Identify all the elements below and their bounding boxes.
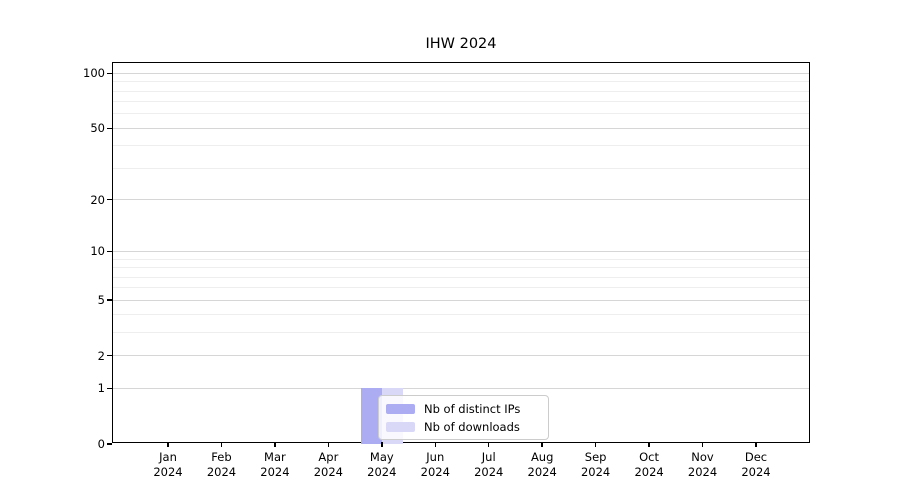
- x-tick-label: Feb 2024: [206, 450, 237, 479]
- x-tick-label: Jun 2024: [420, 450, 450, 479]
- y-tick: [107, 299, 112, 301]
- gridline-minor: [113, 167, 809, 169]
- x-tick: [541, 442, 543, 447]
- gridline-major: [113, 199, 809, 201]
- gridline-minor: [113, 113, 809, 115]
- gridline-minor: [113, 267, 809, 269]
- x-tick: [167, 442, 169, 447]
- gridline-major: [113, 127, 809, 129]
- gridline-minor: [113, 287, 809, 289]
- y-tick: [107, 250, 112, 253]
- legend-label-distinct-ips: Nb of distinct IPs: [424, 401, 521, 416]
- y-tick: [107, 72, 112, 75]
- y-tick-label: 1: [97, 381, 105, 396]
- bar-nb-of-distinct-ips: [360, 388, 382, 444]
- x-tick: [274, 442, 276, 447]
- gridline-major: [113, 72, 809, 74]
- x-tick-label: Jul 2024: [474, 450, 504, 479]
- legend-label-downloads: Nb of downloads: [424, 419, 520, 434]
- x-tick: [701, 442, 704, 447]
- x-tick: [488, 442, 490, 447]
- gridline-major: [113, 355, 809, 357]
- y-tick: [107, 198, 112, 201]
- gridline-minor: [113, 314, 809, 316]
- x-tick-label: Dec 2024: [741, 450, 771, 479]
- y-tick-label: 20: [90, 192, 105, 207]
- plot-area: 0 1 2 5 10 20 50 100 Jan 2024 Feb 2024 Mar 2024 Apr 20…: [83, 62, 810, 479]
- gridline-major: [113, 250, 809, 252]
- x-tick: [755, 442, 757, 447]
- legend-swatch-distinct-ips: [386, 403, 415, 414]
- x-tick-label: Sep 2024: [580, 450, 611, 479]
- gridline-major: [113, 387, 809, 389]
- y-tick: [107, 443, 112, 445]
- y-tick-label: 2: [97, 348, 105, 363]
- y-tick-label: 0: [97, 437, 105, 451]
- legend: Nb of distinct IPs Nb of downloads: [378, 395, 549, 440]
- legend-swatch-downloads: [386, 421, 415, 432]
- gridline-minor: [113, 332, 809, 334]
- x-tick-label: Oct 2024: [634, 450, 664, 479]
- y-tick-label: 10: [90, 244, 105, 259]
- x-tick: [434, 442, 436, 447]
- gridline-minor: [113, 258, 809, 260]
- x-tick: [327, 442, 330, 447]
- y-tick: [107, 355, 112, 357]
- chart-title: IHW 2024: [425, 36, 497, 52]
- y-tick-label: 100: [83, 66, 105, 81]
- gridline-minor: [113, 145, 809, 147]
- y-tick-label: 50: [90, 121, 105, 136]
- x-tick-label: Aug 2024: [527, 450, 557, 479]
- x-tick: [594, 442, 597, 447]
- plot-inner: 0 1 2 5 10 20 50 100 Jan 2024 Feb 2024 Mar 2024 Apr 20…: [83, 63, 809, 479]
- x-tick-label: May 2024: [367, 450, 397, 479]
- legend-entry-distinct-ips: Nb of distinct IPs: [386, 401, 541, 416]
- x-tick: [381, 442, 383, 447]
- y-tick: [107, 387, 112, 390]
- gridline-minor: [113, 90, 809, 92]
- gridline-major: [113, 299, 809, 301]
- y-tick: [107, 127, 112, 129]
- x-tick: [648, 442, 650, 447]
- gridline-minor: [113, 276, 809, 278]
- gridline-minor: [113, 101, 809, 103]
- x-tick: [220, 442, 223, 447]
- legend-entry-downloads: Nb of downloads: [386, 419, 541, 434]
- x-tick-label: Apr 2024: [313, 450, 343, 479]
- y-tick-label: 5: [97, 293, 105, 308]
- x-tick-label: Jan 2024: [153, 450, 183, 479]
- x-tick-label: Nov 2024: [687, 450, 718, 479]
- x-tick-label: Mar 2024: [260, 450, 290, 479]
- gridline-minor: [113, 81, 809, 83]
